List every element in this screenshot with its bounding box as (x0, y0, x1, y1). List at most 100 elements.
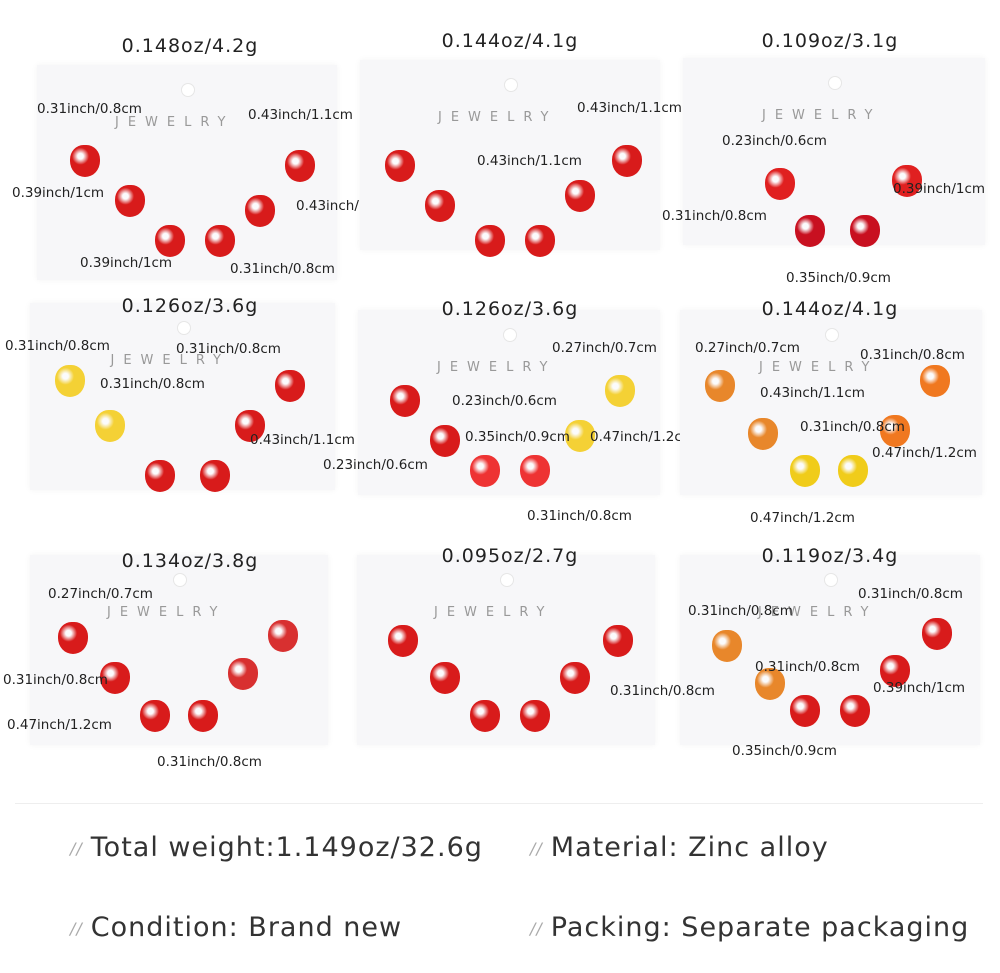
brand-label: JEWELRY (107, 605, 227, 620)
dimension-label: 0.31inch/0.8cm (610, 683, 715, 699)
earring (880, 415, 910, 447)
spec: Packing: Separate packaging (530, 912, 969, 943)
card-hole (176, 321, 191, 335)
dimension-label: 0.23inch/0.6cm (452, 393, 557, 409)
earring (838, 455, 868, 487)
earring (705, 370, 735, 402)
weight: 0.144oz/4.1g (761, 298, 899, 320)
earring (470, 700, 500, 732)
dimension-label: 0.43inch/1.1cm (248, 107, 353, 123)
earring (388, 625, 418, 657)
earring (795, 215, 825, 247)
dimension-label: 0.23inch/0.6cm (323, 457, 428, 473)
earring (520, 455, 550, 487)
earring (850, 215, 880, 247)
earring (790, 695, 820, 727)
dimension-label: 0.39inch/1cm (80, 255, 173, 271)
earring (605, 375, 635, 407)
earring (188, 700, 218, 732)
dimension-label: 0.39inch/1cm (12, 185, 105, 201)
earring (840, 695, 870, 727)
brand-label: JEWELRY (437, 360, 557, 375)
dimension-label: 0.47inch/1.2cm (590, 429, 695, 445)
earring (430, 662, 460, 694)
earring (205, 225, 235, 257)
dimension-label: 0.31inch/0.8cm (527, 508, 632, 524)
earring (235, 410, 265, 442)
earring (565, 420, 595, 452)
card-hole (173, 573, 187, 587)
card-hole (828, 76, 842, 90)
dimension-label: 0.27inch/0.7cm (695, 340, 800, 356)
earring (922, 618, 952, 650)
earring (748, 418, 778, 450)
dimension-label: 0.43inch/1.1cm (760, 385, 865, 401)
brand-label: JEWELRY (434, 605, 554, 620)
dimension-label: 0.39inch/1cm (873, 680, 966, 696)
dimension-label: 0.31inch/0.8cm (157, 754, 262, 770)
earring (390, 385, 420, 417)
weight: 0.126oz/3.6g (441, 298, 579, 320)
dimension-label: 0.31inch/0.8cm (662, 208, 767, 224)
dimension-label: 0.27inch/0.7cm (552, 340, 657, 356)
earring (285, 150, 315, 182)
dimension-label: 0.39inch/1cm (893, 181, 986, 197)
dimension-label: 0.31inch/0.8cm (5, 338, 110, 354)
earring (755, 668, 785, 700)
earring (58, 622, 88, 654)
dimension-label: 0.31inch/0.8cm (800, 419, 905, 435)
earring (275, 370, 305, 402)
weight: 0.134oz/3.8g (121, 550, 259, 572)
spec: Condition: Brand new (70, 912, 402, 943)
dimension-label: 0.27inch/0.7cm (48, 586, 153, 602)
dimension-label: 0.43inch/1.1cm (577, 100, 682, 116)
card-hole (503, 328, 517, 342)
earring (268, 620, 298, 652)
brand-label: JEWELRY (762, 108, 882, 123)
weight: 0.126oz/3.6g (121, 295, 259, 317)
dimension-label: 0.43inch/1.1cm (477, 153, 582, 169)
dimension-label: 0.31inch/0.8cm (230, 261, 335, 277)
brand-label: JEWELRY (438, 110, 558, 125)
card-hole (500, 573, 514, 587)
spec: Material: Zinc alloy (530, 832, 829, 863)
earring (712, 630, 742, 662)
card-hole (181, 83, 195, 97)
earring (475, 225, 505, 257)
earring (55, 365, 85, 397)
brand-label: JEWELRY (110, 353, 231, 368)
earring (425, 190, 455, 222)
earring (470, 455, 500, 487)
earring (565, 180, 595, 212)
spec: Total weight:1.149oz/32.6g (70, 832, 483, 863)
earring (525, 225, 555, 257)
dimension-label: 0.31inch/0.8cm (860, 347, 965, 363)
earring (430, 425, 460, 457)
earring (115, 185, 145, 217)
earring (228, 658, 258, 690)
weight: 0.109oz/3.1g (761, 30, 899, 52)
brand-label: JEWELRY (759, 360, 879, 375)
dimension-label: 0.31inch/0.8cm (100, 376, 205, 392)
earring (920, 365, 950, 397)
earring (560, 662, 590, 694)
dimension-label: 0.43inch/1.1cm (250, 432, 355, 448)
earring (200, 460, 230, 492)
earring (603, 625, 633, 657)
brand-label: JEWELRY (115, 115, 235, 130)
weight: 0.095oz/2.7g (441, 545, 579, 567)
dimension-label: 0.31inch/0.8cm (755, 659, 860, 675)
dimension-label: 0.35inch/0.9cm (732, 743, 837, 759)
dimension-label: 0.31inch/0.8cm (858, 586, 963, 602)
dimension-label: 0.47inch/1.2cm (872, 445, 977, 461)
earring (145, 460, 175, 492)
earring (612, 145, 642, 177)
earring (70, 145, 100, 177)
dimension-label: 0.31inch/0.8cm (3, 672, 108, 688)
earring (520, 700, 550, 732)
dimension-label: 0.31inch/0.8cm (688, 603, 793, 619)
dimension-label: 0.35inch/0.9cm (465, 429, 570, 445)
earring (385, 150, 415, 182)
dimension-label: 0.35inch/0.9cm (786, 270, 891, 286)
